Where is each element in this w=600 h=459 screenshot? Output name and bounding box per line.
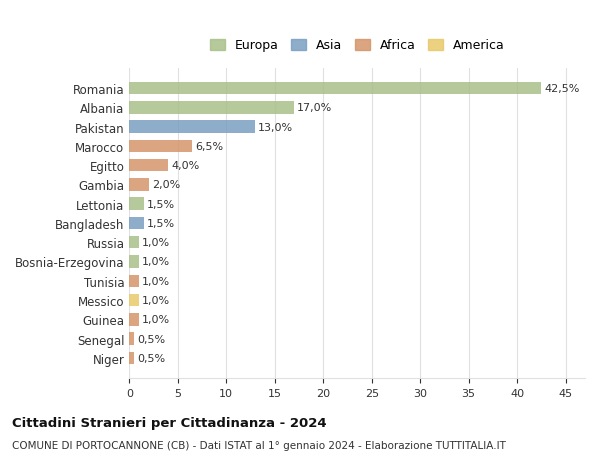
Text: 1,5%: 1,5% xyxy=(147,199,175,209)
Bar xyxy=(130,140,193,153)
Bar xyxy=(130,294,139,307)
Bar xyxy=(130,313,139,326)
Bar xyxy=(130,198,144,211)
Text: 6,5%: 6,5% xyxy=(195,141,223,151)
Bar xyxy=(130,179,149,191)
Bar xyxy=(130,333,134,345)
Text: COMUNE DI PORTOCANNONE (CB) - Dati ISTAT al 1° gennaio 2024 - Elaborazione TUTTI: COMUNE DI PORTOCANNONE (CB) - Dati ISTAT… xyxy=(12,440,506,450)
Bar xyxy=(130,121,256,134)
Bar xyxy=(130,275,139,287)
Text: Cittadini Stranieri per Cittadinanza - 2024: Cittadini Stranieri per Cittadinanza - 2… xyxy=(12,416,326,429)
Bar xyxy=(130,83,541,95)
Text: 1,0%: 1,0% xyxy=(142,296,170,305)
Text: 0,5%: 0,5% xyxy=(137,334,165,344)
Text: 1,0%: 1,0% xyxy=(142,315,170,325)
Text: 1,0%: 1,0% xyxy=(142,276,170,286)
Text: 1,5%: 1,5% xyxy=(147,218,175,229)
Text: 4,0%: 4,0% xyxy=(171,161,199,171)
Text: 0,5%: 0,5% xyxy=(137,353,165,363)
Bar xyxy=(130,236,139,249)
Text: 17,0%: 17,0% xyxy=(297,103,332,113)
Text: 2,0%: 2,0% xyxy=(152,180,180,190)
Bar xyxy=(130,102,294,114)
Bar xyxy=(130,352,134,364)
Text: 13,0%: 13,0% xyxy=(258,122,293,132)
Legend: Europa, Asia, Africa, America: Europa, Asia, Africa, America xyxy=(205,34,510,57)
Text: 1,0%: 1,0% xyxy=(142,257,170,267)
Bar xyxy=(130,256,139,268)
Bar xyxy=(130,217,144,230)
Text: 42,5%: 42,5% xyxy=(544,84,580,94)
Text: 1,0%: 1,0% xyxy=(142,238,170,248)
Bar xyxy=(130,159,168,172)
